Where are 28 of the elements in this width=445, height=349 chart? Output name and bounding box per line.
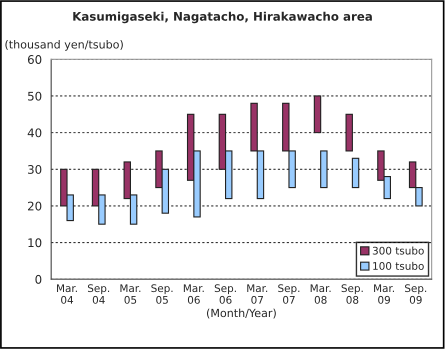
x-tick-label: Mar. 09 [374,284,394,304]
x-tick-label: Mar. 07 [247,284,268,304]
y-tick-label: 20 [28,202,42,211]
bar [345,114,353,152]
x-tick-label: Sep. 04 [88,284,110,304]
bar [320,150,328,188]
x-axis-title: (Month/Year) [206,308,276,318]
y-tick-label: 50 [28,92,42,101]
y-tick-label: 60 [28,55,42,64]
x-tick-label: Sep. 08 [342,284,363,304]
x-tick-label: Mar. 08 [310,284,331,304]
x-tick-label: Sep. 06 [214,284,236,304]
y-tick-label: 10 [28,238,42,248]
x-tick-label: Sep. 07 [278,284,300,304]
legend-label: 100 tsubo [373,262,424,270]
x-tick-label: Mar. 05 [120,284,140,304]
y-tick-label: 40 [28,128,42,138]
bar [352,158,360,188]
y-tick-label: 0 [35,274,42,284]
y-axis-title: (thousand yen/tsubo) [5,40,123,51]
chart-title: Kasumigaseki, Nagatacho, Hirakawacho area [73,12,372,24]
y-tick-label: 30 [28,164,42,174]
x-tick-label: Mar. 04 [57,284,77,304]
x-tick-label: Mar. 06 [184,284,204,304]
legend-label: 300 tsubo [372,246,424,255]
bar [314,95,322,134]
x-tick-label: Sep. 05 [151,284,172,304]
x-tick-label: Sep. 09 [405,284,426,304]
